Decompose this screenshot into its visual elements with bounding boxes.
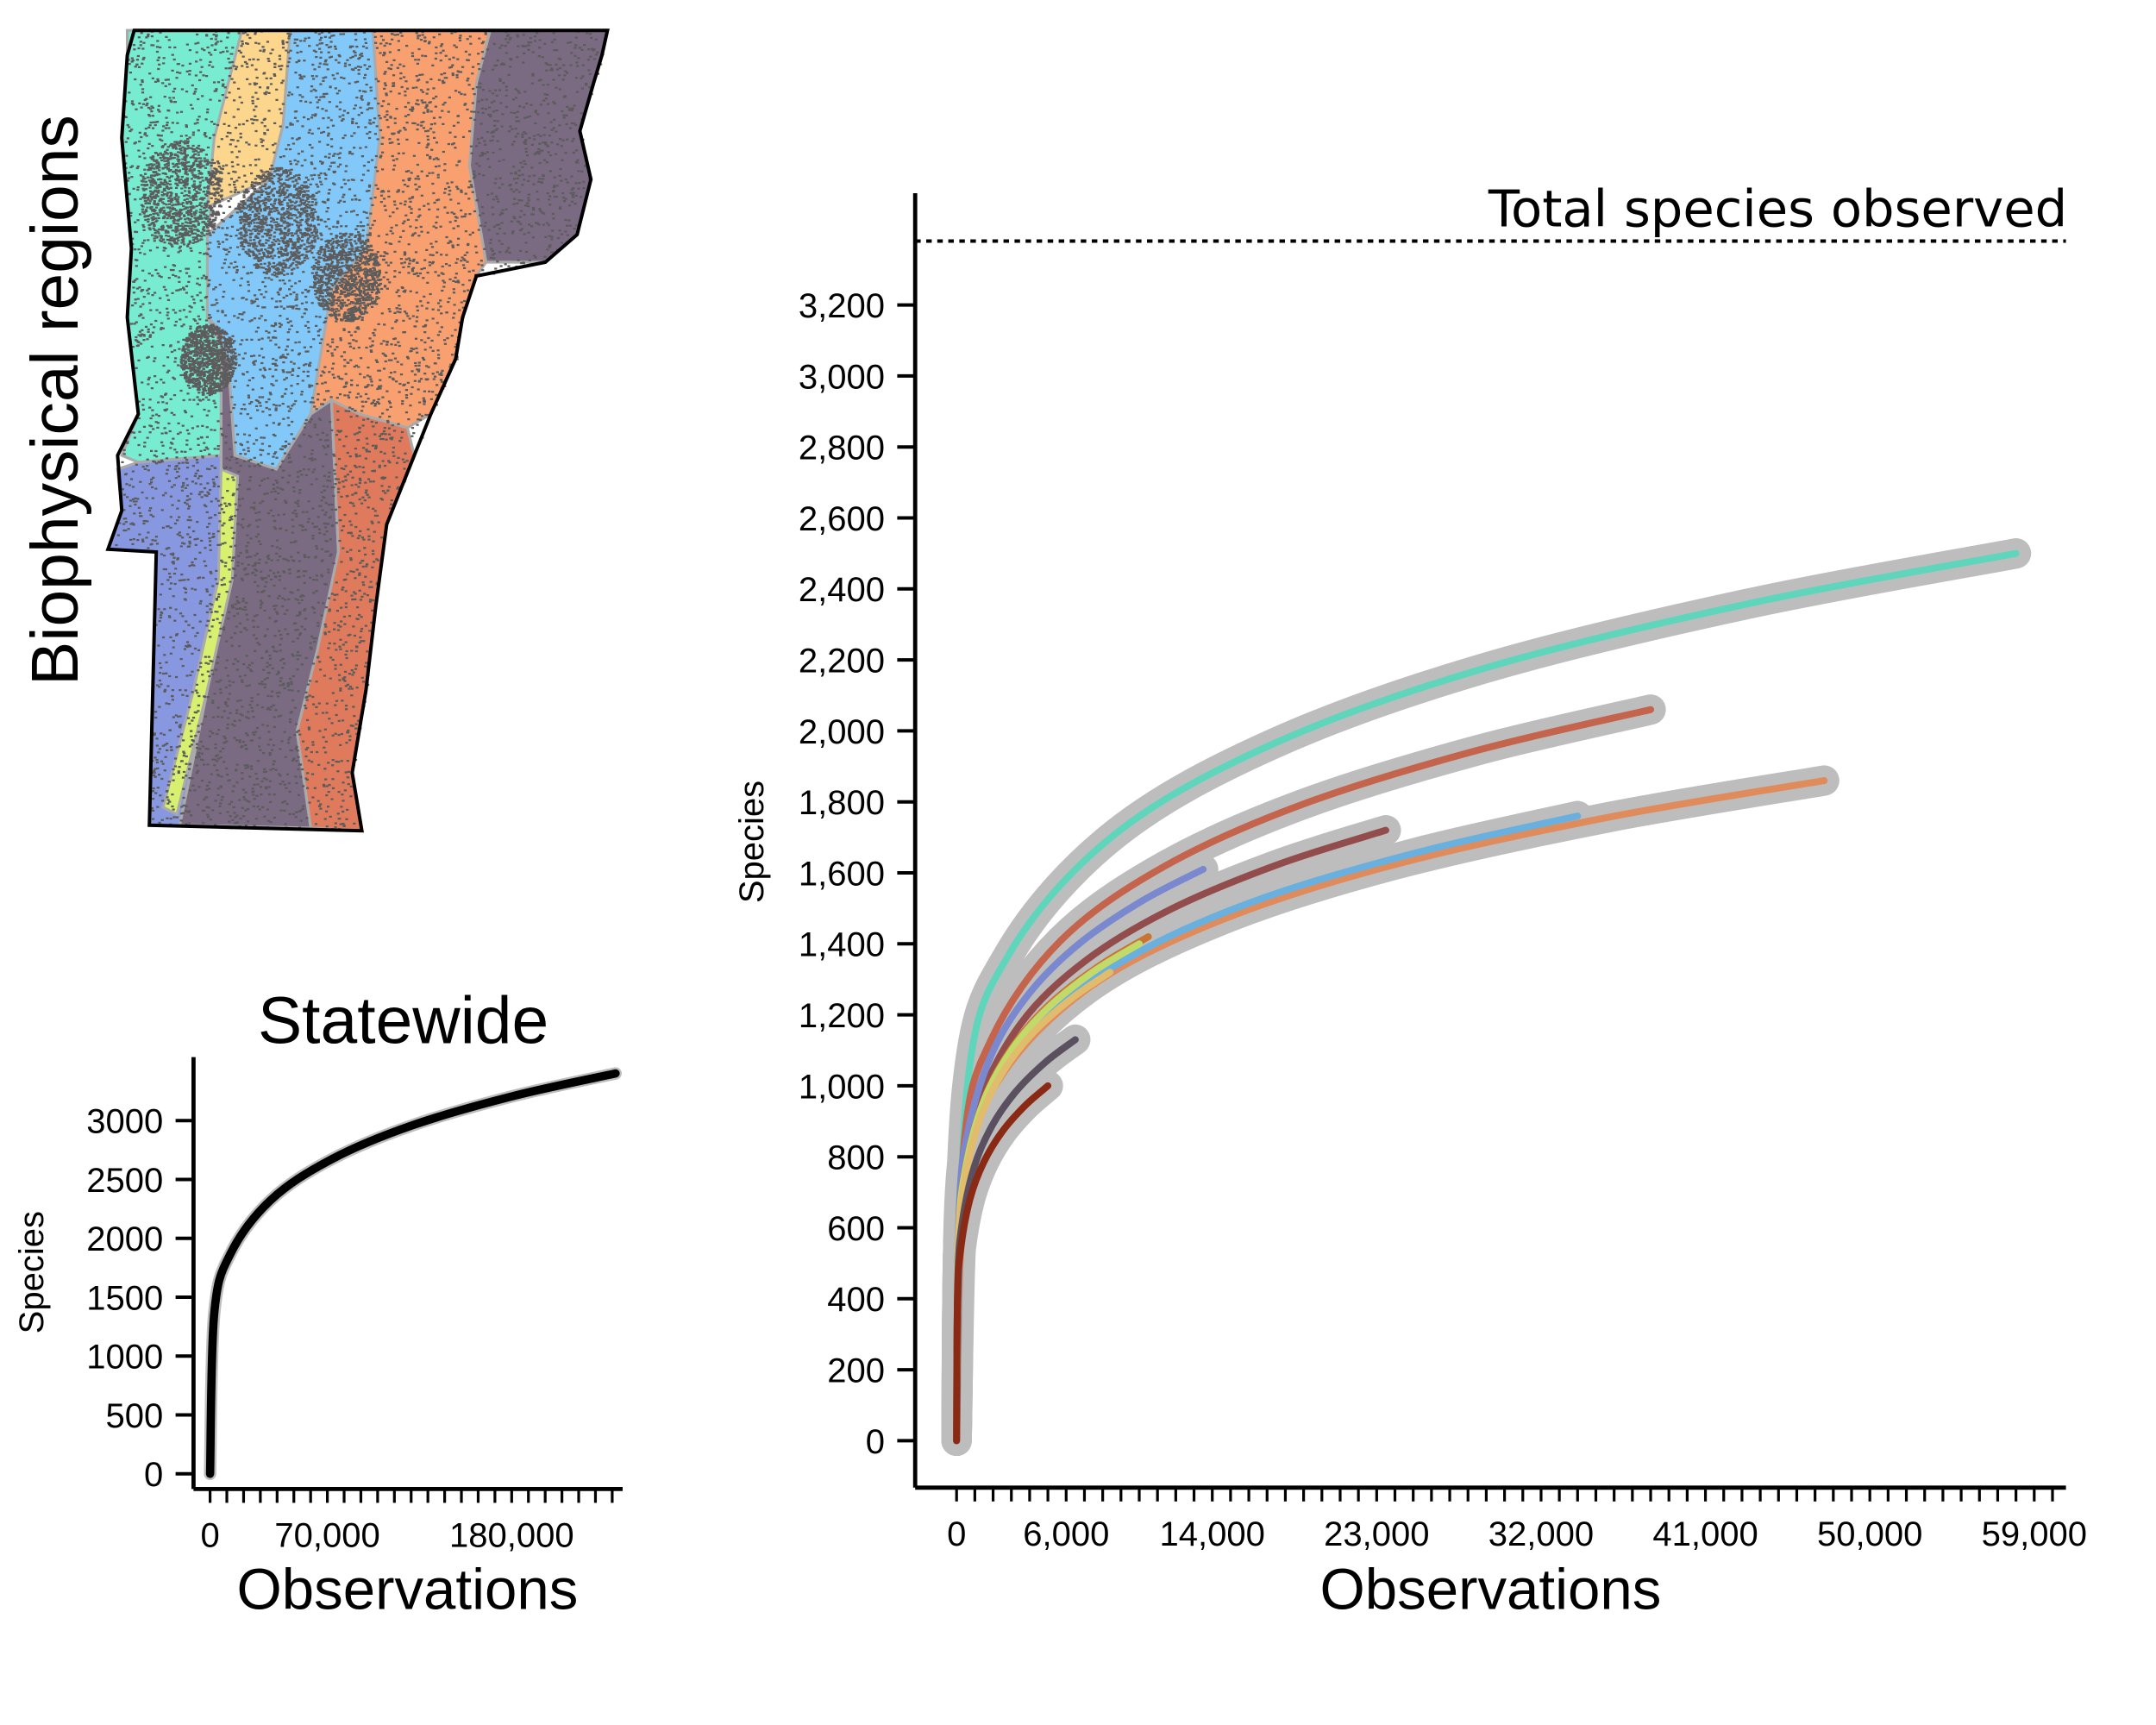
main-y-tick-label: 2,800	[799, 430, 885, 467]
statewide-y-tick-label: 0	[144, 1456, 163, 1494]
main-x-tick-label: 32,000	[1489, 1515, 1594, 1553]
main-y-label: Species	[733, 781, 771, 903]
statewide-chart: Statewide Species Observations 0 500 1000 1…	[13, 984, 623, 1622]
main-x-tick-label: 23,000	[1324, 1515, 1429, 1553]
vermont-outline	[105, 28, 610, 833]
statewide-y-tick-label: 2000	[86, 1220, 163, 1258]
main-y-tick-label: 3,000	[799, 358, 885, 396]
main-y-tick-label: 1,600	[799, 855, 885, 893]
map-title: Biophysical regions	[18, 115, 92, 686]
main-y-tick-label: 2,000	[799, 713, 885, 751]
main-x-tick-label: 0	[947, 1515, 966, 1553]
statewide-y-tick-label: 3000	[86, 1103, 163, 1141]
statewide-y-tick-label: 1000	[86, 1339, 163, 1377]
statewide-y-tick-label: 500	[105, 1397, 163, 1435]
main-y-tick-label: 0	[866, 1423, 885, 1461]
main-y-tick-label: 200	[827, 1352, 885, 1390]
map-region-northeastern-highlands	[467, 28, 610, 264]
main-y-tick-label: 1,000	[799, 1068, 885, 1106]
main-x-tick-label: 6,000	[1023, 1515, 1109, 1553]
main-x-tick-label: 59,000	[1982, 1515, 2087, 1553]
statewide-x-tick-label: 180,000	[449, 1517, 574, 1555]
main-y-tick-label: 600	[827, 1210, 885, 1248]
main-series-line-10	[953, 1082, 1052, 1445]
statewide-x-tick-label: 0	[200, 1517, 219, 1555]
main-y-tick-label: 400	[827, 1281, 885, 1319]
main-y-tick-label: 2,200	[799, 643, 885, 681]
main-x-label: Observations	[1319, 1558, 1661, 1622]
main-y-tick-label: 3,200	[799, 287, 885, 325]
statewide-x-tick-label: 70,000	[274, 1517, 379, 1555]
main-confidence-band-0	[941, 538, 2032, 1456]
main-y-tick-label: 2,600	[799, 500, 885, 538]
main-series-line-0	[953, 549, 2020, 1445]
main-y-tick-label: 1,200	[799, 997, 885, 1035]
statewide-y-label: Species	[13, 1211, 51, 1333]
observation-points	[115, 30, 605, 831]
map-region-valley-strip	[161, 467, 240, 817]
statewide-y-tick-label: 1500	[86, 1279, 163, 1317]
regional-chart: Species Observations Total species obser…	[733, 179, 2087, 1622]
statewide-x-label: Observations	[236, 1558, 578, 1622]
main-y-tick-label: 800	[827, 1139, 885, 1177]
main-x-tick-label: 41,000	[1652, 1515, 1758, 1553]
statewide-y-tick-label: 2500	[86, 1162, 163, 1200]
biophysical-regions-map	[105, 28, 610, 833]
main-y-tick-label: 1,400	[799, 926, 885, 964]
main-x-tick-label: 50,000	[1817, 1515, 1922, 1553]
main-x-tick-label: 14,000	[1160, 1515, 1265, 1553]
total-species-label: Total species observed	[1488, 179, 2067, 238]
main-y-tick-label: 2,400	[799, 571, 885, 609]
statewide-confidence-band-0	[204, 1067, 622, 1481]
statewide-series-line-0	[205, 1069, 620, 1478]
main-y-tick-label: 1,800	[799, 784, 885, 822]
statewide-title: Statewide	[258, 984, 548, 1058]
